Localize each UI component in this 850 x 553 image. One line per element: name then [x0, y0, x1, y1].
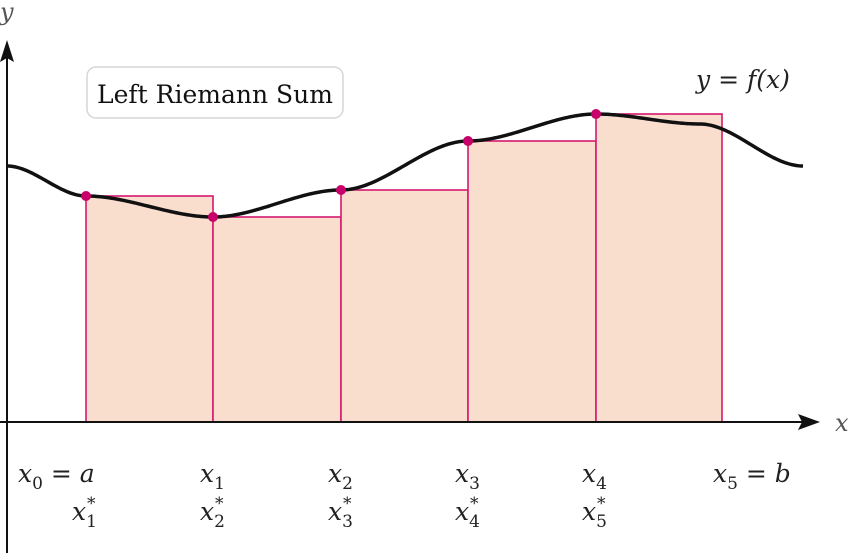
sample-label-star: * [215, 494, 224, 514]
partition-label: x3 [455, 459, 480, 494]
partition-label: x1 [200, 459, 225, 494]
sample-label-star: * [597, 494, 606, 514]
riemann-rectangle [595, 113, 723, 423]
title-badge-text: Left Riemann Sum [97, 80, 333, 109]
sample-point [208, 212, 218, 222]
sample-labels: x1* x2* x3* x4* x5* [72, 494, 607, 532]
sample-point [336, 185, 346, 195]
x-axis-arrow [798, 414, 820, 430]
y-axis-arrow [0, 40, 14, 62]
sample-label-star: * [343, 494, 352, 514]
sample-label: x2 [200, 497, 225, 532]
sample-label: x3 [328, 497, 353, 532]
partition-label: x0 = a [18, 459, 95, 494]
sample-point [591, 109, 601, 119]
partition-label: x5 = b [713, 459, 791, 494]
partition-label: x4 [582, 459, 607, 494]
y-axis-label: y [0, 0, 14, 26]
partition-labels: x0 = a x1 x2 x3 x4 x5 = b [18, 459, 791, 494]
sample-label-star: * [87, 494, 96, 514]
partition-label: x2 [328, 459, 353, 494]
riemann-rectangles [85, 113, 723, 423]
sample-points [81, 109, 601, 222]
curve-label: y = f(x) [695, 65, 790, 94]
riemann-rectangle [85, 195, 214, 423]
riemann-rectangle [212, 216, 342, 423]
x-axis-label: x [835, 409, 849, 437]
sample-point [81, 191, 91, 201]
sample-label: x4 [455, 497, 480, 532]
sample-point [463, 136, 473, 146]
sample-label-star: * [470, 494, 479, 514]
riemann-rectangle [467, 140, 597, 423]
sample-label: x1 [72, 497, 97, 532]
riemann-rectangle [340, 189, 469, 423]
title-badge: Left Riemann Sum [86, 66, 344, 119]
sample-label: x5 [582, 497, 607, 532]
function-curve [6, 112, 804, 219]
axes [0, 40, 820, 553]
